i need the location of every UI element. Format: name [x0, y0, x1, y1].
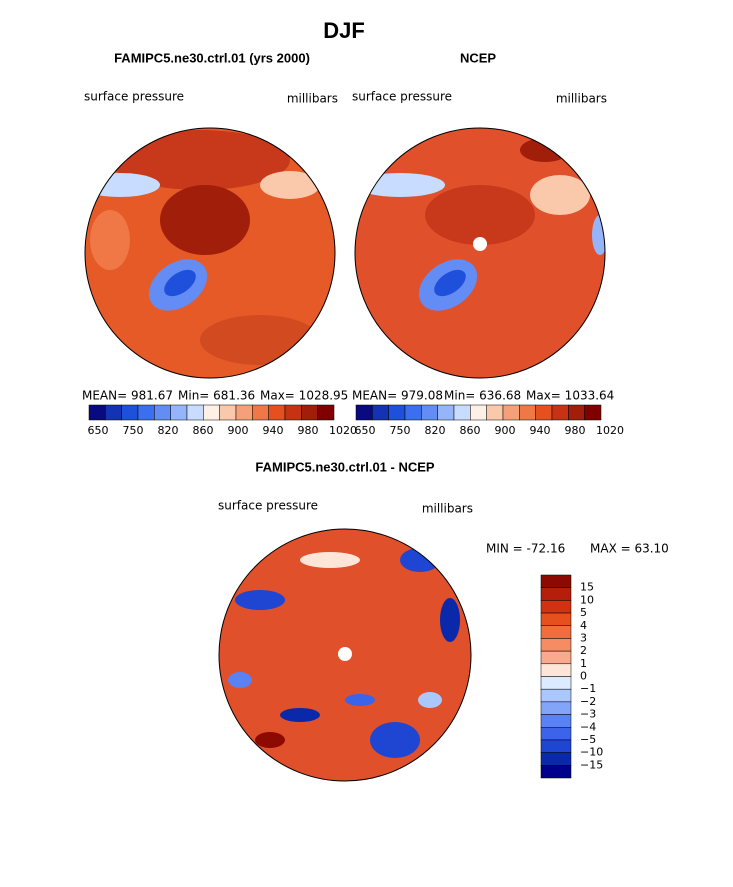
colorbar-label: −3	[580, 708, 596, 721]
colorbar-label: −2	[580, 695, 596, 708]
colorbar-box	[437, 404, 455, 421]
colorbar-box	[470, 404, 487, 421]
colorbar-box	[301, 404, 318, 421]
colorbar-label: 3	[580, 631, 587, 644]
colorbar-box	[540, 612, 572, 626]
colorbar-label: 1	[580, 657, 587, 670]
colorbar-label: 860	[460, 424, 481, 437]
colorbar-label: 860	[193, 424, 214, 437]
colorbar-label: −1	[580, 682, 596, 695]
units-label: millibars	[287, 92, 338, 106]
colorbar-label: 980	[298, 424, 319, 437]
colorbar-box	[235, 404, 253, 421]
colorbar-box	[540, 701, 572, 715]
polar-map	[218, 528, 472, 782]
colorbar-box	[421, 404, 438, 421]
colorbar-box	[372, 404, 389, 421]
variable-label: surface pressure	[218, 499, 318, 513]
variable-label: surface pressure	[352, 90, 452, 104]
variable-label: surface pressure	[84, 90, 184, 104]
colorbar-label: −10	[580, 746, 603, 759]
stat-min: Min= 681.36	[178, 389, 255, 403]
colorbar-box	[355, 404, 373, 421]
colorbar-box	[268, 404, 286, 421]
colorbar-label: 650	[88, 424, 109, 437]
colorbar-label: 940	[530, 424, 551, 437]
panel-title: FAMIPC5.ne30.ctrl.01 - NCEP	[255, 459, 434, 474]
colorbar-box	[568, 404, 585, 421]
colorbar-box	[137, 404, 155, 421]
colorbar-box	[540, 688, 572, 703]
colorbar-label: 10	[580, 593, 594, 606]
colorbar-label: 15	[580, 581, 594, 594]
colorbar-label: 900	[228, 424, 249, 437]
colorbar-label: 980	[565, 424, 586, 437]
colorbar-box	[540, 714, 572, 728]
colorbar-box	[540, 752, 572, 766]
colorbar-box	[486, 404, 504, 421]
colorbar-label: −5	[580, 733, 596, 746]
colorbar-label: 650	[355, 424, 376, 437]
stat-mean: MEAN= 979.08	[352, 389, 443, 403]
figure-title: DJF	[323, 18, 365, 43]
colorbar-box	[540, 676, 572, 690]
colorbar-box	[388, 404, 406, 421]
stat-max: Max= 1033.64	[526, 389, 614, 403]
polar-map	[84, 127, 336, 379]
colorbar-box	[502, 404, 520, 421]
units-label: millibars	[556, 92, 607, 106]
colorbar-box	[121, 404, 139, 421]
colorbar-box	[540, 739, 572, 753]
colorbar-box	[540, 727, 572, 741]
colorbar-box	[105, 404, 122, 421]
stat-min: Min= 636.68	[444, 389, 521, 403]
colorbar-box	[219, 404, 237, 421]
colorbar-box	[317, 404, 335, 421]
colorbar-box	[540, 765, 572, 779]
stat-max: Max= 1028.95	[260, 389, 348, 403]
colorbar-box	[551, 404, 569, 421]
colorbar-box	[540, 625, 572, 639]
colorbar-box	[203, 404, 220, 421]
colorbar-box	[453, 404, 471, 421]
colorbar-box	[154, 404, 171, 421]
polar-map	[354, 127, 606, 379]
colorbar-box	[540, 663, 572, 677]
colorbar-box	[540, 574, 572, 588]
colorbar-label: 820	[158, 424, 179, 437]
panel-title: NCEP	[460, 50, 496, 65]
colorbar-label: 1020	[596, 424, 624, 437]
colorbar-box	[584, 404, 602, 421]
colorbar-box	[535, 404, 553, 421]
colorbar-box	[404, 404, 422, 421]
colorbar-box	[540, 650, 572, 665]
colorbar-box	[540, 600, 572, 614]
colorbar-box	[186, 404, 204, 421]
panel-title: FAMIPC5.ne30.ctrl.01 (yrs 2000)	[114, 50, 310, 65]
colorbar-label: −15	[580, 758, 603, 771]
colorbar-label: −4	[580, 720, 596, 733]
stat-mean: MEAN= 981.67	[82, 389, 173, 403]
units-label: millibars	[422, 502, 473, 516]
colorbar-box	[519, 404, 536, 421]
colorbar-label: 750	[123, 424, 144, 437]
colorbar-label: 5	[580, 606, 587, 619]
colorbar-label: 0	[580, 670, 587, 683]
colorbar-box	[170, 404, 188, 421]
colorbar-label: 750	[390, 424, 411, 437]
colorbar-box	[252, 404, 269, 421]
stat-max: MAX = 63.10	[590, 542, 669, 556]
colorbar-label: 940	[263, 424, 284, 437]
colorbar-box	[284, 404, 302, 421]
colorbar-box	[540, 587, 572, 601]
colorbar-label: 900	[495, 424, 516, 437]
colorbar-label: 820	[425, 424, 446, 437]
colorbar-box	[88, 404, 106, 421]
colorbar-label: 2	[580, 644, 587, 657]
stat-min: MIN = -72.16	[486, 542, 565, 556]
colorbar-label: 4	[580, 619, 587, 632]
colorbar-box	[540, 638, 572, 652]
colorbar-label: 1020	[329, 424, 357, 437]
